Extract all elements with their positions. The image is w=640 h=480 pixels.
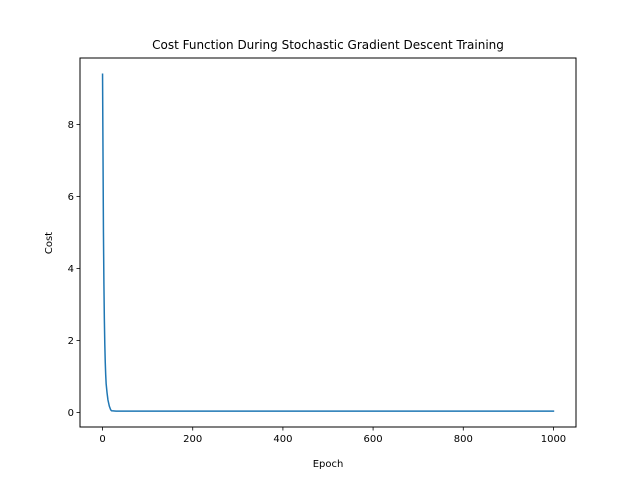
y-tick-label: 2 [68, 336, 74, 347]
x-tick-label: 600 [364, 434, 383, 445]
x-tick-label: 0 [99, 434, 105, 445]
x-tick-label: 800 [454, 434, 473, 445]
y-tick-label: 0 [68, 408, 74, 419]
x-tick-label: 200 [183, 434, 202, 445]
x-tick-label: 1000 [541, 434, 566, 445]
y-tick-label: 6 [68, 192, 74, 203]
chart-title: Cost Function During Stochastic Gradient… [152, 38, 504, 52]
y-axis-label: Cost [44, 232, 55, 254]
y-tick-label: 4 [68, 264, 74, 275]
axes-frame [79, 57, 577, 428]
x-axis-label: Epoch [313, 459, 344, 470]
series-line-0 [101, 73, 555, 412]
y-tick-label: 8 [68, 120, 74, 131]
x-tick-label: 400 [273, 434, 292, 445]
x-axis: 0 200 400 600 800 1000 [99, 427, 566, 445]
y-axis: 0 2 4 6 8 [68, 120, 80, 419]
plot-area [101, 73, 555, 412]
